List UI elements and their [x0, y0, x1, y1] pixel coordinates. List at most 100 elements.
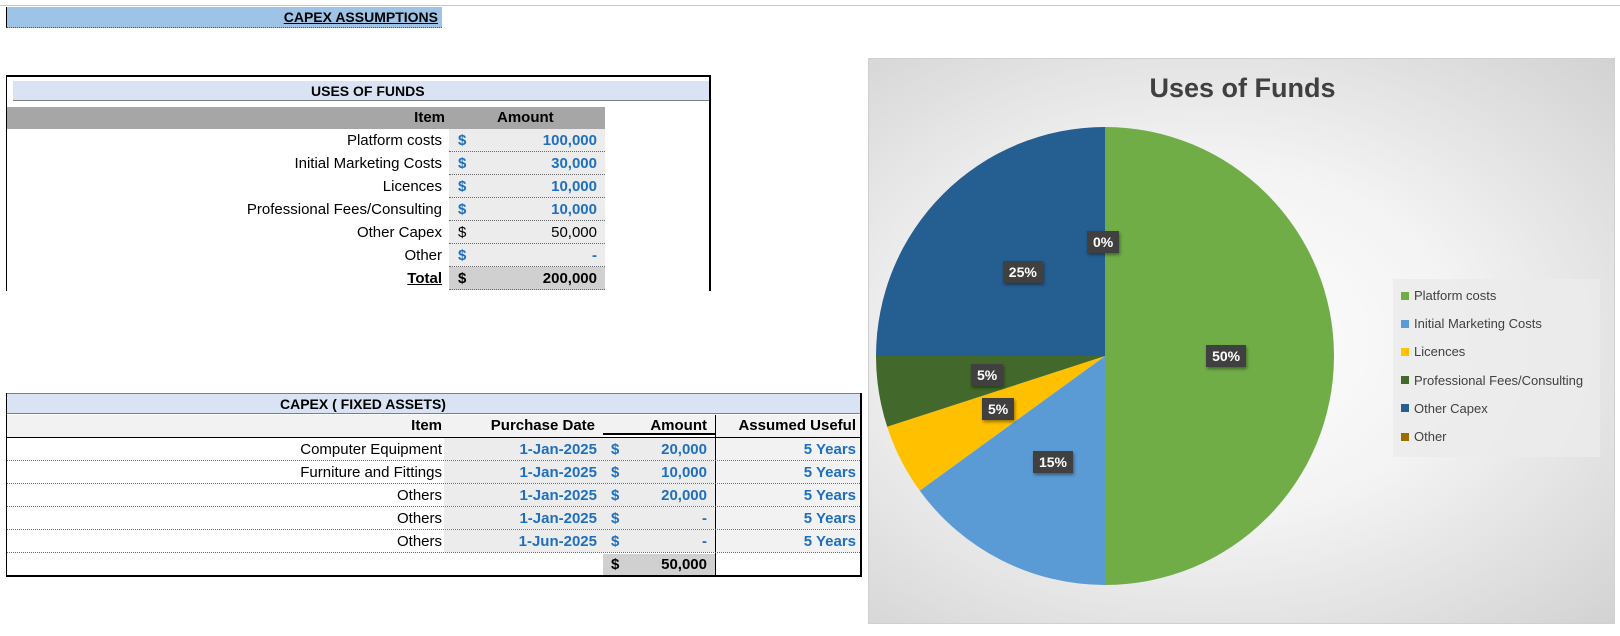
capex-amount-value: 20,000 — [661, 441, 707, 458]
legend-swatch — [1401, 319, 1409, 328]
legend-item[interactable]: Initial Marketing Costs — [1401, 314, 1542, 334]
uof-row: Initial Marketing Costs $30,000 — [7, 152, 607, 175]
capex-row: Computer Equipment 1-Jan-2025 $20,000 5 Yea… — [7, 438, 860, 461]
capex-life-cell[interactable]: 5 Years — [716, 438, 860, 460]
capex-amount-cell[interactable]: $ - — [603, 507, 715, 529]
legend-label: Initial Marketing Costs — [1414, 316, 1542, 332]
capex-row: Others 1-Jan-2025 $ -5 Years — [7, 507, 860, 530]
legend-label: Licences — [1414, 344, 1466, 360]
capex-amount-value: - — [702, 533, 707, 550]
pie-data-label: 15% — [1032, 451, 1073, 474]
capex-table: CAPEX ( FIXED ASSETS) Item Purchase Date… — [6, 393, 862, 577]
capex-title: CAPEX ( FIXED ASSETS) — [7, 393, 860, 414]
uof-row: Platform costs $100,000 — [7, 129, 607, 152]
capex-date-cell[interactable]: 1-Jan-2025 — [444, 438, 603, 460]
legend-item[interactable]: Licences — [1401, 342, 1465, 362]
uof-row: Other $ - — [7, 244, 607, 267]
capex-currency: $ — [611, 487, 620, 504]
pie-slice[interactable] — [887, 356, 1105, 491]
uof-amount-value: 10,000 — [551, 201, 597, 218]
uof-item-label: Professional Fees/Consulting — [246, 201, 442, 218]
uof-item-label: Platform costs — [346, 132, 442, 149]
capex-amount-cell[interactable]: $10,000 — [603, 461, 715, 483]
capex-date-cell[interactable]: 1-Jan-2025 — [444, 461, 603, 483]
capex-currency: $ — [611, 441, 620, 458]
uof-total-currency: $ — [458, 270, 467, 287]
capex-item-label: Others — [396, 533, 442, 550]
pie-slice[interactable] — [919, 356, 1105, 585]
legend-item[interactable]: Professional Fees/Consulting — [1401, 371, 1583, 391]
legend-item[interactable]: Other Capex — [1401, 399, 1488, 419]
pie-data-label: 0% — [1087, 231, 1120, 253]
capex-amount-cell[interactable]: $20,000 — [603, 438, 715, 460]
uof-item-label: Initial Marketing Costs — [294, 155, 442, 172]
uof-total-row: Total $200,000 — [7, 267, 607, 290]
capex-total-currency: $ — [611, 556, 620, 573]
sheet-title: CAPEX ASSUMPTIONS — [6, 7, 442, 28]
capex-item-label: Others — [396, 510, 442, 527]
pie-data-label: 25% — [1002, 260, 1043, 283]
uof-amount-value: 10,000 — [551, 178, 597, 195]
uof-amount-cell[interactable]: $30,000 — [449, 152, 605, 175]
capex-amount-cell[interactable]: $ - — [603, 530, 715, 552]
capex-currency: $ — [611, 510, 620, 527]
capex-life-cell[interactable]: 5 Years — [716, 461, 860, 483]
capex-row: Others 1-Jun-2025 $ -5 Years — [7, 530, 860, 553]
uof-amount-cell[interactable]: $50,000 — [449, 221, 605, 244]
pie-data-label: 5% — [982, 398, 1015, 420]
capex-currency: $ — [611, 533, 620, 550]
uses-of-funds-chart[interactable]: Uses of Funds 50% 15% 5% 5% 25% 0% Platform c… — [868, 58, 1615, 624]
legend-swatch — [1401, 291, 1409, 300]
legend-item[interactable]: Other — [1401, 427, 1447, 447]
chart-title: Uses of Funds — [1149, 73, 1336, 103]
capex-total-amount: 50,000 — [661, 556, 707, 573]
capex-currency: $ — [611, 464, 620, 481]
uof-amount-value: 30,000 — [551, 155, 597, 172]
capex-col-life: Assumed Useful Life — [716, 415, 860, 456]
capex-item-label: Computer Equipment — [300, 441, 442, 458]
uof-currency: $ — [458, 132, 467, 149]
uses-of-funds-title: USES OF FUNDS — [13, 81, 709, 101]
pie-data-label: 5% — [971, 364, 1004, 386]
legend-swatch — [1401, 376, 1409, 385]
capex-amount-cell[interactable]: $20,000 — [603, 484, 715, 506]
uof-currency: $ — [458, 155, 467, 172]
legend-label: Platform costs — [1414, 288, 1497, 303]
pie-data-label: 50% — [1206, 345, 1247, 367]
pie-slice[interactable] — [876, 127, 1105, 356]
capex-date-cell[interactable]: 1-Jan-2025 — [444, 484, 603, 506]
capex-header-rule — [7, 437, 860, 438]
uof-amount-cell[interactable]: $100,000 — [449, 129, 605, 152]
capex-life-cell[interactable]: 5 Years — [716, 530, 860, 552]
col-header-amount: Amount — [449, 107, 605, 129]
uof-currency: $ — [458, 224, 467, 241]
uses-of-funds-table: USES OF FUNDS Item Amount Platform costs… — [6, 75, 711, 291]
capex-total-cell: $ 50,000 — [603, 554, 715, 575]
capex-col-date: Purchase Date — [444, 415, 603, 437]
uof-amount-cell[interactable]: $10,000 — [449, 198, 605, 221]
uof-total-cell: $200,000 — [449, 267, 605, 290]
col-header-item: Item — [7, 107, 449, 129]
legend-item[interactable]: Platform costs — [1401, 286, 1496, 306]
uof-amount-value: - — [592, 247, 597, 264]
capex-life-cell[interactable]: 5 Years — [716, 507, 860, 529]
pie-slice[interactable] — [876, 356, 1105, 427]
capex-item-label: Others — [396, 487, 442, 504]
top-border — [0, 5, 1620, 6]
capex-date-cell[interactable]: 1-Jan-2025 — [444, 507, 603, 529]
capex-divider — [715, 415, 716, 575]
uof-amount-cell[interactable]: $10,000 — [449, 175, 605, 198]
capex-date-cell[interactable]: 1-Jun-2025 — [444, 530, 603, 552]
capex-life-cell[interactable]: 5 Years — [716, 484, 860, 506]
chart-legend: Platform costs Initial Marketing Costs Lic… — [1393, 279, 1600, 457]
uof-row: Licences $10,000 — [7, 175, 607, 198]
capex-amount-value: - — [702, 510, 707, 527]
uof-amount-value: 100,000 — [542, 132, 597, 149]
uof-total-amount: 200,000 — [542, 270, 597, 287]
legend-label: Other Capex — [1414, 400, 1488, 416]
capex-row: Furniture and Fittings 1-Jan-2025 $10,000 5… — [7, 461, 860, 484]
uof-amount-value: 50,000 — [551, 224, 597, 241]
uof-currency: $ — [458, 178, 467, 195]
uof-total-label: Total — [407, 270, 442, 287]
uof-amount-cell[interactable]: $ - — [449, 244, 605, 267]
